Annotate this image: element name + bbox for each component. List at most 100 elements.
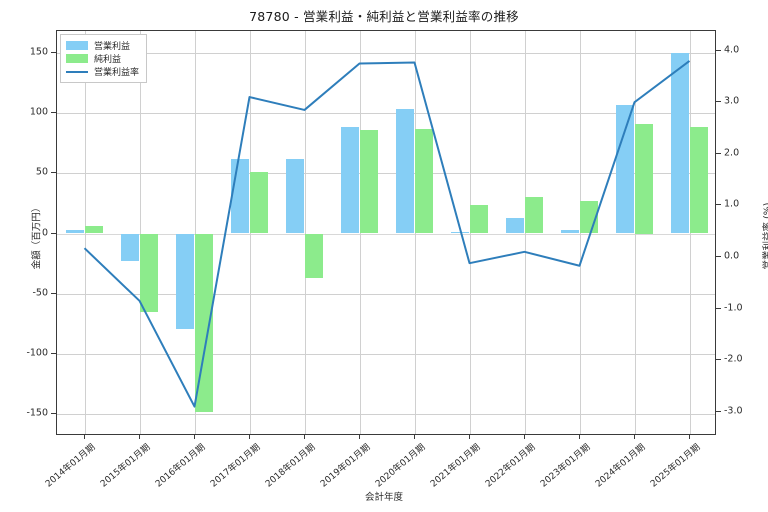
y-axis-right-tick-mark (716, 49, 721, 51)
y-axis-right-tick-mark (716, 152, 721, 154)
x-axis-tick-label: 2022年01月期 (483, 442, 537, 490)
x-axis-tick-label: 2025年01月期 (648, 442, 702, 490)
gridline-horizontal (57, 354, 715, 356)
gridline-horizontal (57, 173, 715, 175)
chart-legend: 営業利益 純利益 営業利益率 (60, 34, 148, 83)
y-axis-right-tick-label: 0.0 (724, 250, 740, 262)
legend-label-net-profit: 純利益 (94, 55, 122, 65)
legend-label-operating-margin: 営業利益率 (94, 68, 140, 78)
legend-line-operating-margin (66, 70, 88, 73)
bar-operating-profit (395, 109, 415, 234)
bar-operating-profit (450, 232, 470, 234)
x-axis-tick-label: 2021年01月期 (428, 442, 482, 490)
bar-net-profit (689, 127, 709, 234)
y-axis-right-tick-label: -3.0 (724, 405, 743, 417)
y-axis-left-tick-mark (51, 292, 56, 294)
x-axis-tick-mark (303, 435, 305, 439)
y-axis-left-tick-mark (51, 413, 56, 415)
y-axis-left-tick-mark (51, 111, 56, 113)
x-axis-tick-mark (248, 435, 250, 439)
x-axis-tick-mark (578, 435, 580, 439)
gridline-horizontal (57, 414, 715, 416)
x-axis-tick-mark (688, 435, 690, 439)
bar-operating-profit (120, 233, 140, 262)
gridline-horizontal (57, 293, 715, 295)
y-axis-right-tick-mark (716, 307, 721, 309)
y-axis-left-tick-mark (51, 353, 56, 355)
gridline-vertical (195, 31, 196, 434)
y-axis-right-tick-label: 1.0 (724, 198, 740, 210)
x-axis-tick-label: 2023年01月期 (538, 442, 592, 490)
x-axis-tick-mark (413, 435, 415, 439)
legend-item-operating-margin: 営業利益率 (66, 65, 139, 78)
y-axis-left-tick-label: -150 (26, 407, 48, 419)
y-axis-right-tick-mark (716, 255, 721, 257)
legend-swatch-operating-profit (66, 41, 88, 50)
bar-operating-profit (505, 217, 525, 234)
y-axis-right-tick-mark (716, 204, 721, 206)
bar-operating-profit (65, 229, 85, 234)
legend-label-operating-profit: 営業利益 (94, 42, 131, 52)
gridline-horizontal (57, 52, 715, 54)
y-axis-right-tick-label: 4.0 (724, 44, 740, 56)
y-axis-left-tick-label: 0 (41, 227, 48, 238)
x-axis-tick-mark (633, 435, 635, 439)
x-axis-tick-mark (138, 435, 140, 439)
bar-net-profit (304, 233, 324, 279)
y-axis-left-tick-mark (51, 172, 56, 174)
bar-operating-profit (340, 127, 360, 234)
y-axis-left-tick-label: 100 (29, 106, 48, 118)
x-axis-tick-mark (193, 435, 195, 439)
x-axis-tick-label: 2024年01月期 (593, 442, 647, 490)
legend-swatch-net-profit (66, 54, 88, 63)
bar-net-profit (359, 129, 379, 234)
x-axis-tick-label: 2016年01月期 (153, 442, 207, 490)
x-axis-tick-label: 2017年01月期 (208, 442, 262, 490)
bar-net-profit (84, 226, 104, 234)
bar-net-profit (194, 233, 214, 412)
x-axis-tick-mark (83, 435, 85, 439)
gridline-vertical (140, 31, 141, 434)
y-axis-left-tick-label: -100 (26, 347, 48, 359)
y-axis-right-tick-label: 2.0 (724, 147, 740, 159)
bar-operating-profit (560, 229, 580, 234)
bar-net-profit (249, 172, 269, 234)
x-axis-tick-label: 2018年01月期 (263, 442, 317, 490)
y-axis-left-tick-label: 50 (35, 166, 48, 178)
gridline-vertical (305, 31, 306, 434)
legend-item-operating-profit: 営業利益 (66, 39, 139, 52)
gridline-horizontal (57, 112, 715, 114)
y-axis-right-tick-label: 3.0 (724, 95, 740, 107)
bar-net-profit (414, 128, 434, 234)
y-axis-right-tick-mark (716, 359, 721, 361)
bar-operating-profit (285, 158, 305, 234)
x-axis-tick-mark (358, 435, 360, 439)
x-axis-tick-label: 2019年01月期 (318, 442, 372, 490)
x-axis-title: 会計年度 (364, 492, 403, 503)
y-axis-right-title: 営業利益率 (%) (762, 202, 768, 270)
bar-net-profit (524, 197, 544, 234)
bar-operating-profit (175, 233, 195, 329)
bar-operating-profit (670, 52, 690, 234)
plot-area (56, 30, 716, 435)
operating-margin-line (83, 60, 691, 408)
y-axis-right-tick-mark (716, 410, 721, 412)
y-axis-left-tick-label: 150 (29, 46, 48, 58)
gridline-horizontal (57, 233, 715, 235)
chart-title: 78780 - 営業利益・純利益と営業利益率の推移 (249, 9, 519, 24)
x-axis-tick-mark (523, 435, 525, 439)
legend-item-net-profit: 純利益 (66, 52, 139, 65)
x-axis-tick-label: 2020年01月期 (373, 442, 427, 490)
y-axis-right-tick-mark (716, 101, 721, 103)
y-axis-left-tick-mark (51, 232, 56, 234)
bar-operating-profit (615, 104, 635, 234)
y-axis-left-tick-label: -50 (32, 287, 48, 299)
x-axis-tick-label: 2015年01月期 (98, 442, 152, 490)
x-axis-tick-mark (468, 435, 470, 439)
y-axis-left-tick-mark (51, 51, 56, 53)
bar-net-profit (139, 233, 159, 312)
bar-net-profit (469, 204, 489, 234)
y-axis-right-tick-label: -1.0 (724, 302, 743, 314)
x-axis-tick-label: 2014年01月期 (43, 442, 97, 490)
